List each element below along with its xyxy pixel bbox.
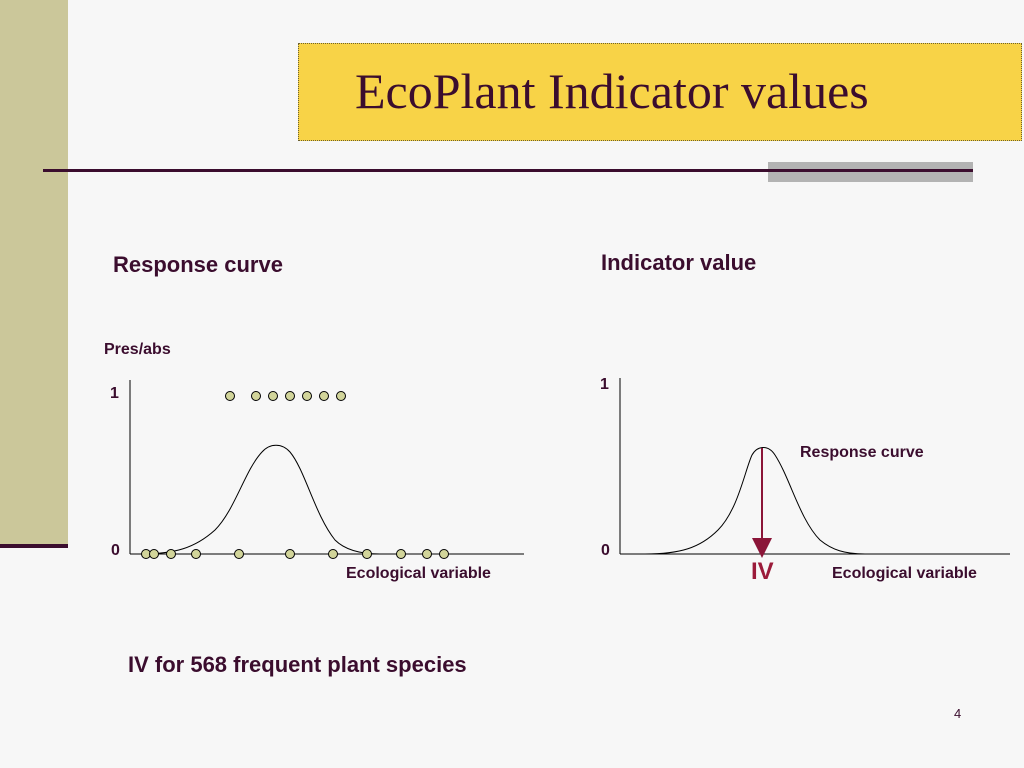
presence-point: [268, 391, 278, 401]
presence-point: [251, 391, 261, 401]
iv-label: IV: [751, 558, 774, 585]
absence-point: [234, 549, 244, 559]
title-rule-accent: [768, 162, 973, 182]
absence-point: [396, 549, 406, 559]
absence-point: [149, 549, 159, 559]
absence-point: [439, 549, 449, 559]
presence-point: [319, 391, 329, 401]
title-box: [298, 43, 1022, 141]
right-response-curve: [644, 447, 866, 555]
bottom-note: IV for 568 frequent plant species: [128, 652, 467, 677]
presence-point: [302, 391, 312, 401]
left-response-curve: [139, 444, 381, 555]
right-y-tick-0: 0: [601, 542, 610, 559]
left-decor-band: [0, 0, 68, 546]
slide-title: EcoPlant Indicator values: [355, 63, 869, 119]
left-y-label: Pres/abs: [104, 341, 171, 358]
absence-point: [328, 549, 338, 559]
right-curve-label: Response curve: [800, 444, 924, 461]
left-x-label: Ecological variable: [346, 565, 491, 582]
right-x-label: Ecological variable: [832, 565, 977, 582]
presence-point: [336, 391, 346, 401]
left-heading: Response curve: [113, 252, 283, 277]
absence-points: [141, 549, 449, 559]
left-decor-line: [0, 544, 68, 548]
title-rule-overlay: [768, 169, 973, 172]
title-rule: [43, 169, 973, 172]
presence-point: [285, 391, 295, 401]
presence-points: [225, 391, 346, 401]
presence-point: [225, 391, 235, 401]
absence-point: [285, 549, 295, 559]
left-y-tick-0: 0: [111, 542, 120, 559]
right-y-tick-1: 1: [600, 376, 609, 393]
page-number: 4: [954, 706, 962, 721]
absence-point: [422, 549, 432, 559]
absence-point: [362, 549, 372, 559]
left-y-tick-1: 1: [110, 385, 119, 402]
right-heading: Indicator value: [601, 250, 757, 275]
absence-point: [166, 549, 176, 559]
absence-point: [191, 549, 201, 559]
